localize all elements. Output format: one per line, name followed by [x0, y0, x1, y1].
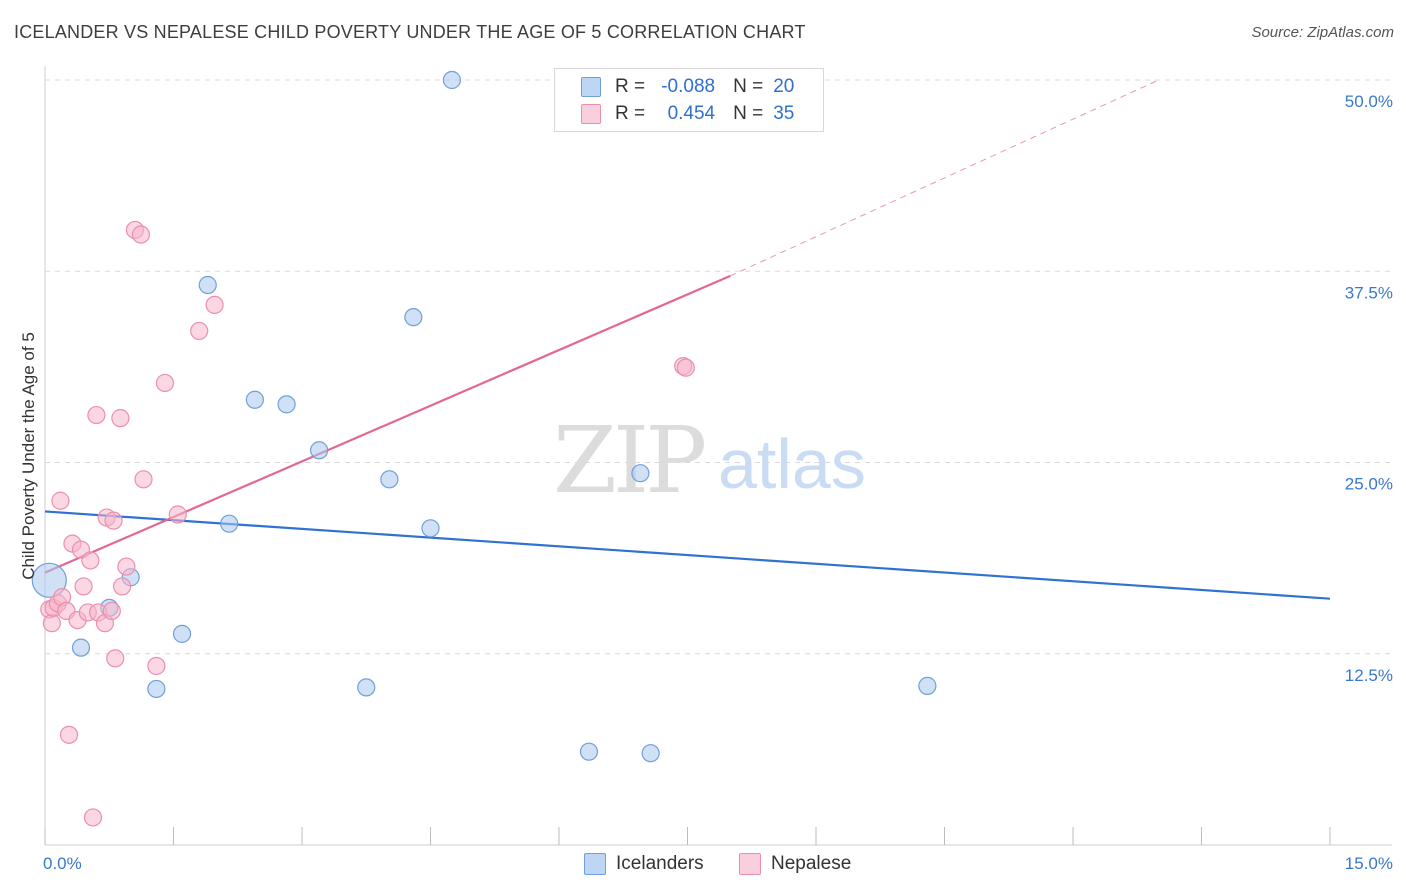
- watermark-zip: ZIP: [553, 407, 704, 514]
- nepalese-point: [168, 505, 187, 524]
- icelanders-point: [245, 390, 264, 409]
- nepalese-point: [131, 225, 151, 244]
- trend-lines: [44, 79, 1331, 600]
- axes: [44, 66, 1392, 846]
- watermark: ZIP atlas: [553, 407, 866, 514]
- bottom-legend-swatch-blue: [584, 853, 606, 875]
- icelanders-point: [918, 676, 937, 695]
- icelanders-point: [277, 395, 296, 414]
- tick-labels: 12.5% 25.0% 37.5% 50.0% 0.0% 15.0%: [43, 92, 1393, 873]
- y-tick-label: 12.5%: [1345, 666, 1393, 685]
- bottom-legend-icelanders: Icelanders: [584, 852, 704, 876]
- icelanders-point: [380, 470, 399, 489]
- y-tick-label: 37.5%: [1345, 283, 1393, 302]
- nepalese-point: [42, 614, 61, 633]
- nepalese-point: [134, 470, 153, 489]
- nepalese-point: [676, 358, 695, 377]
- icelanders-point: [220, 514, 239, 533]
- data-points: [31, 70, 937, 827]
- nepalese-point: [117, 557, 136, 576]
- icelanders-trend-line: [44, 510, 1331, 600]
- icelanders-point: [631, 464, 650, 483]
- nepalese-trend-extension: [730, 79, 1159, 277]
- legend-swatch-blue: [581, 77, 601, 97]
- nepalese-point: [106, 649, 125, 668]
- legend-row-icelanders: R = -0.088 N = 20: [581, 74, 794, 100]
- icelanders-point: [357, 678, 376, 697]
- y-axis-label: Child Poverty Under the Age of 5: [19, 332, 38, 580]
- gridlines: [45, 79, 1392, 655]
- chart-title: ICELANDER VS NEPALESE CHILD POVERTY UNDE…: [14, 22, 806, 42]
- correlation-legend: R = -0.088 N = 20 R = 0.454 N = 35: [554, 68, 824, 132]
- legend-r-label: R =: [615, 103, 646, 124]
- nepalese-trend-line: [44, 274, 731, 574]
- legend-r-value: 0.454: [667, 103, 716, 124]
- bottom-legend-label: Icelanders: [616, 853, 704, 874]
- icelanders-point: [404, 308, 423, 327]
- nepalese-point: [51, 491, 70, 510]
- icelanders-point: [442, 70, 462, 90]
- nepalese-point: [104, 511, 123, 530]
- icelanders-point: [310, 441, 329, 460]
- icelanders-point: [641, 744, 660, 763]
- icelanders-point: [147, 679, 166, 699]
- y-tick-label: 25.0%: [1345, 475, 1393, 494]
- legend-n-label: N =: [733, 103, 764, 124]
- nepalese-point: [102, 601, 121, 621]
- nepalese-point: [111, 409, 130, 428]
- nepalese-point: [205, 295, 224, 315]
- icelanders-point: [71, 638, 91, 657]
- icelanders-point: [198, 275, 217, 295]
- legend-n-value: 35: [773, 103, 795, 124]
- bottom-legend-nepalese: Nepalese: [739, 852, 851, 876]
- legend-n-value: 20: [773, 76, 795, 97]
- nepalese-point: [190, 321, 209, 341]
- legend-n-label: N =: [733, 76, 764, 97]
- nepalese-point: [59, 725, 79, 744]
- nepalese-point: [147, 656, 166, 676]
- nepalese-point: [87, 405, 106, 425]
- icelanders-point: [172, 624, 192, 643]
- x-tick-label: 0.0%: [43, 854, 82, 873]
- watermark-atlas: atlas: [718, 425, 866, 503]
- nepalese-point: [74, 577, 93, 596]
- icelanders-point: [579, 742, 599, 761]
- y-tick-label: 50.0%: [1345, 92, 1393, 111]
- icelanders-point: [31, 562, 67, 598]
- bottom-legend-swatch-pink: [739, 853, 761, 875]
- legend-r-value: -0.088: [661, 76, 716, 97]
- legend-swatch-pink: [581, 104, 601, 124]
- nepalese-point: [83, 808, 103, 827]
- x-tick-label: 15.0%: [1345, 854, 1393, 873]
- bottom-legend-label: Nepalese: [771, 853, 852, 874]
- source-label: Source: ZipAtlas.com: [1251, 24, 1394, 41]
- legend-row-nepalese: R = 0.454 N = 35: [581, 101, 794, 127]
- nepalese-point: [155, 373, 175, 393]
- nepalese-point: [81, 551, 100, 570]
- icelanders-point: [421, 519, 440, 538]
- legend-r-label: R =: [615, 76, 646, 97]
- nepalese-point: [112, 577, 132, 596]
